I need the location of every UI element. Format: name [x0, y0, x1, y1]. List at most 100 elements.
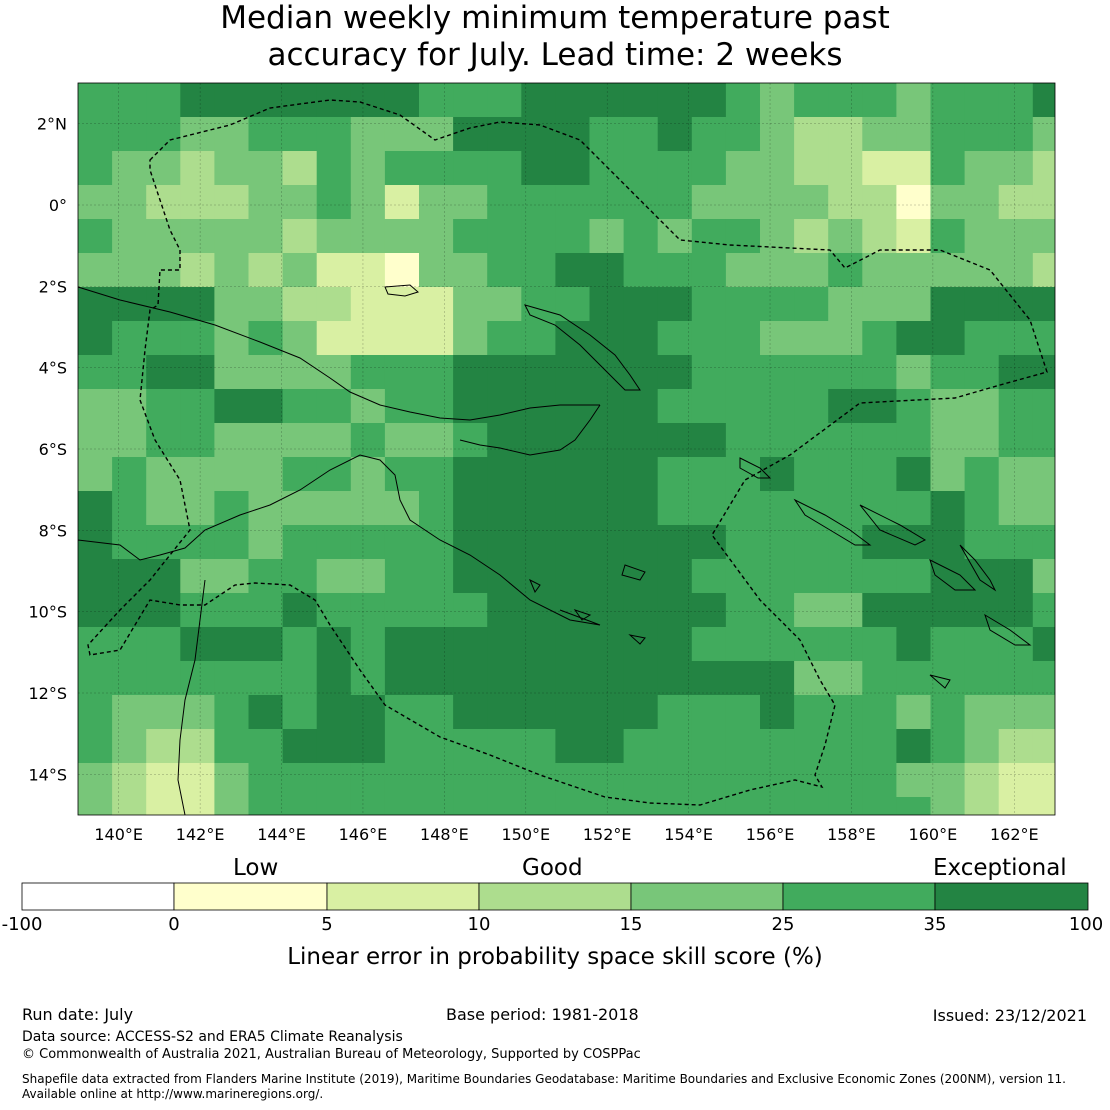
skill-cell — [248, 423, 284, 458]
skill-cell — [623, 389, 659, 424]
skill-cell — [998, 253, 1034, 288]
skill-cell — [862, 423, 897, 458]
skill-cell — [1032, 525, 1055, 560]
skill-cell — [214, 457, 250, 492]
skill-cell — [930, 457, 966, 492]
skill-cell — [350, 355, 386, 390]
skill-cell — [384, 117, 420, 152]
skill-cell — [862, 729, 897, 764]
skill-cell — [691, 559, 727, 594]
skill-cell — [146, 151, 181, 186]
skill-cell — [453, 321, 488, 356]
latitude-label: 0° — [49, 196, 67, 215]
skill-cell — [623, 185, 659, 220]
skill-cell — [453, 185, 488, 220]
skill-cell — [248, 287, 284, 322]
skill-cell — [180, 525, 215, 560]
map-gridlines — [78, 83, 1055, 815]
skill-cell — [487, 389, 522, 424]
skill-cell — [180, 389, 215, 424]
longitude-label: 160°E — [909, 825, 958, 844]
skill-cell — [384, 763, 420, 798]
skill-cell — [657, 287, 693, 322]
skill-cell — [384, 559, 420, 594]
skill-cell — [112, 457, 147, 492]
skill-cell — [1032, 491, 1055, 526]
longitude-label: 156°E — [746, 825, 795, 844]
legend-tick: 35 — [923, 914, 947, 935]
skill-cell — [384, 83, 420, 118]
skill-cell — [180, 593, 215, 628]
skill-cell — [384, 253, 420, 288]
skill-cell — [657, 593, 693, 628]
skill-cell — [623, 457, 659, 492]
skill-cell — [691, 661, 727, 696]
skill-cell — [248, 559, 284, 594]
skill-cell — [282, 389, 318, 424]
skill-cell — [419, 729, 454, 764]
skill-cell — [862, 559, 897, 594]
skill-cell — [350, 321, 386, 356]
skill-cell — [896, 321, 932, 356]
skill-cell — [214, 389, 250, 424]
skill-cell — [350, 117, 386, 152]
skill-cell — [214, 627, 250, 662]
skill-cell — [78, 763, 113, 798]
legend-colorbar — [21, 882, 1089, 911]
skill-cell — [384, 661, 420, 696]
skill-cell — [964, 491, 1000, 526]
skill-cell — [316, 287, 352, 322]
skill-cell — [691, 423, 727, 458]
skill-cell — [453, 559, 488, 594]
skill-cell — [78, 151, 113, 186]
skill-cell — [384, 797, 420, 815]
skill-cell — [78, 457, 113, 492]
skill-cell — [384, 627, 420, 662]
skill-cell — [180, 287, 215, 322]
skill-cell — [1032, 83, 1055, 118]
skill-cell — [691, 457, 727, 492]
skill-cell — [794, 763, 829, 798]
skill-cell — [998, 763, 1034, 798]
longitude-label: 148°E — [420, 825, 469, 844]
skill-cell — [419, 117, 454, 152]
skill-cell — [78, 695, 113, 730]
skill-cell — [180, 797, 215, 815]
skill-cell — [487, 729, 522, 764]
skill-cell — [487, 627, 522, 662]
skill-cell — [419, 797, 454, 815]
longitude-label: 144°E — [257, 825, 306, 844]
skill-cell — [419, 355, 454, 390]
skill-cell — [282, 355, 318, 390]
skill-cell — [691, 117, 727, 152]
skill-cell — [316, 117, 352, 152]
legend-category-good: Good — [522, 855, 583, 881]
skill-cell — [862, 321, 897, 356]
skill-cell — [896, 117, 932, 152]
skill-cell — [896, 525, 932, 560]
skill-cell — [589, 219, 625, 254]
skill-cell — [350, 185, 386, 220]
skill-cell — [760, 185, 795, 220]
skill-cell — [1032, 355, 1055, 390]
skill-cell — [964, 457, 1000, 492]
skill-cell — [828, 559, 863, 594]
skill-cell — [282, 593, 318, 628]
skill-cell — [794, 457, 829, 492]
skill-cell — [896, 661, 932, 696]
skill-cell — [78, 627, 113, 662]
skill-cell — [1032, 695, 1055, 730]
skill-cell — [896, 491, 932, 526]
skill-cell — [930, 287, 966, 322]
skill-cell — [214, 219, 250, 254]
skill-cell — [964, 219, 1000, 254]
skill-cell — [930, 763, 966, 798]
skill-cell — [146, 457, 181, 492]
skill-cell — [248, 525, 284, 560]
skill-cell — [589, 763, 625, 798]
skill-cell — [794, 559, 829, 594]
skill-cell — [964, 253, 1000, 288]
skill-cell — [248, 355, 284, 390]
skill-cell — [657, 321, 693, 356]
skill-cell — [896, 593, 932, 628]
